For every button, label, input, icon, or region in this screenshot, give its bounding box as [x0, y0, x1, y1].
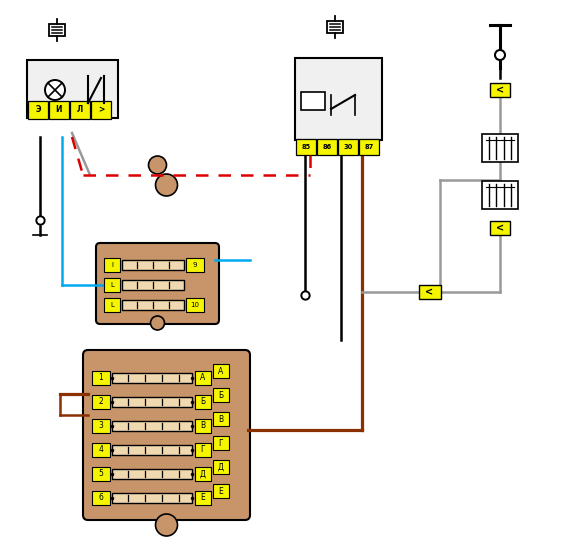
Text: 2: 2 [98, 397, 103, 406]
Bar [317, 139, 337, 155]
Bar [186, 258, 204, 272]
Circle shape [156, 514, 177, 536]
Bar [91, 101, 111, 119]
Text: Э: Э [35, 106, 41, 114]
Bar [104, 298, 120, 312]
Bar [122, 300, 184, 310]
Text: <: < [425, 287, 433, 297]
Bar [301, 92, 325, 110]
Text: Д: Д [200, 469, 206, 479]
Bar [213, 388, 229, 402]
Bar [92, 467, 110, 481]
Text: А: А [218, 366, 223, 376]
Bar [92, 419, 110, 433]
Circle shape [156, 174, 177, 196]
Bar [112, 469, 192, 479]
Text: 5: 5 [98, 469, 104, 479]
Circle shape [150, 316, 165, 330]
Circle shape [495, 50, 505, 60]
Bar [92, 491, 110, 505]
Text: Б: Б [218, 390, 223, 399]
Bar [195, 395, 211, 409]
Bar [195, 443, 211, 457]
Circle shape [45, 80, 65, 100]
Bar [195, 467, 211, 481]
Bar [104, 278, 120, 292]
Text: Г: Г [200, 446, 205, 455]
Bar [327, 21, 343, 33]
FancyBboxPatch shape [96, 243, 219, 324]
Bar [213, 460, 229, 474]
Bar [490, 221, 510, 235]
Bar [92, 443, 110, 457]
Text: 1: 1 [98, 373, 103, 383]
Bar [112, 397, 192, 407]
Text: Л: Л [77, 106, 83, 114]
Text: 87: 87 [365, 144, 374, 150]
FancyBboxPatch shape [83, 350, 250, 520]
Bar [28, 101, 48, 119]
Bar [213, 412, 229, 426]
Text: Г: Г [219, 438, 223, 448]
Bar [112, 445, 192, 455]
Text: <: < [496, 85, 504, 95]
Text: L: L [110, 302, 114, 308]
Text: Д: Д [218, 462, 224, 472]
Text: 6: 6 [98, 494, 104, 502]
Text: 4: 4 [98, 446, 104, 455]
Bar [186, 298, 204, 312]
Bar [122, 280, 184, 290]
Bar [27, 60, 118, 118]
Text: 10: 10 [191, 302, 199, 308]
Bar [359, 139, 379, 155]
Text: 86: 86 [323, 144, 332, 150]
Text: L: L [110, 282, 114, 288]
Bar [92, 371, 110, 385]
Bar [295, 58, 382, 140]
Bar [213, 484, 229, 498]
Bar [195, 371, 211, 385]
Text: 85: 85 [301, 144, 310, 150]
Bar [195, 419, 211, 433]
Text: Б: Б [200, 397, 206, 406]
Text: <: < [496, 223, 504, 233]
Bar [296, 139, 316, 155]
Bar [70, 101, 90, 119]
Text: В: В [218, 415, 223, 423]
Bar [112, 373, 192, 383]
Bar [482, 181, 518, 209]
Bar [213, 436, 229, 450]
Bar [419, 285, 441, 299]
Bar [104, 258, 120, 272]
Text: 3: 3 [98, 422, 104, 430]
Bar [112, 421, 192, 431]
Text: И: И [56, 106, 62, 114]
Bar [195, 491, 211, 505]
Circle shape [149, 156, 166, 174]
Bar [112, 493, 192, 503]
Text: 30: 30 [343, 144, 353, 150]
Bar [50, 24, 65, 36]
Bar [482, 134, 518, 162]
Text: Е: Е [200, 494, 206, 502]
Text: 9: 9 [193, 262, 197, 268]
Text: А: А [200, 373, 206, 383]
Bar [122, 260, 184, 270]
Text: >: > [98, 106, 104, 114]
Bar [490, 83, 510, 97]
Text: Е: Е [219, 487, 223, 495]
Bar [92, 395, 110, 409]
Bar [338, 139, 358, 155]
Text: В: В [200, 422, 206, 430]
Text: I: I [111, 262, 113, 268]
Bar [213, 364, 229, 378]
Bar [49, 101, 69, 119]
